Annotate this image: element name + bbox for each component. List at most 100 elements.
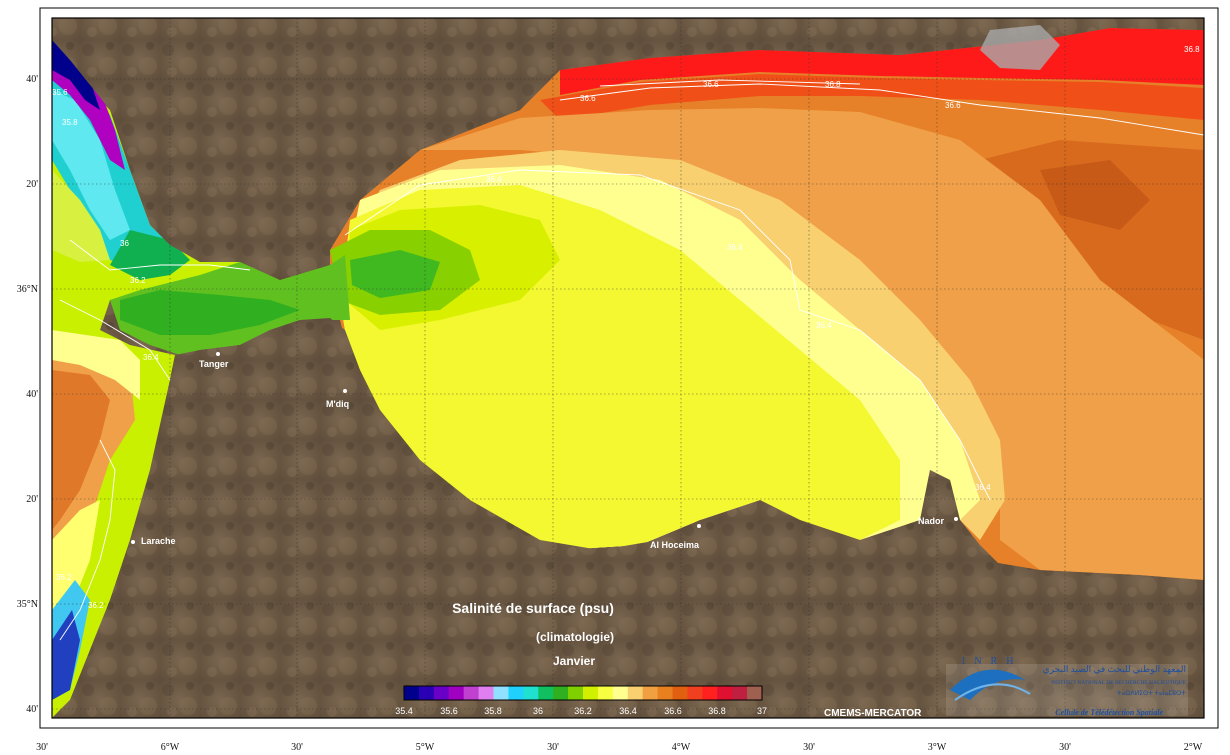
isoline-label: 36.4: [975, 483, 991, 492]
colorbar-tick: 35.4: [395, 706, 413, 716]
city-label-nador: Nador: [918, 516, 945, 526]
colorbar-tick: 36.8: [708, 706, 726, 716]
colorbar-swatch: [404, 686, 420, 700]
isoline-label: 35.8: [62, 118, 78, 127]
colorbar-swatch: [702, 686, 718, 700]
colorbar-swatch: [433, 686, 450, 700]
isoline-label: 36.8: [825, 80, 841, 89]
lat-label: 20': [26, 179, 38, 190]
lon-label: 30': [803, 742, 815, 753]
colorbar-tick: 36: [533, 706, 543, 716]
logo-acronym: INRH: [962, 656, 1022, 667]
isoline-label: 36.4: [143, 353, 159, 362]
lon-label: 5°W: [416, 742, 435, 753]
colorbar-tick: 35.8: [484, 706, 502, 716]
colorbar-tick: 36.6: [664, 706, 682, 716]
isoline-label: 36.2: [56, 573, 72, 582]
colorbar-swatch: [732, 686, 748, 700]
isoline-label: 36.2: [130, 276, 146, 285]
city-marker-nador: [954, 517, 958, 521]
atlantic-ocean: [52, 30, 240, 718]
colorbar-swatch: [508, 686, 524, 700]
lat-label: 35°N: [17, 599, 38, 610]
colorbar-swatch: [747, 686, 763, 700]
isoline-label: 36.4: [727, 243, 743, 252]
inrh-logo: INRH المعهد الوطني للبحث في الصيد البحري…: [946, 656, 1188, 717]
lon-label: 2°W: [1184, 742, 1203, 753]
city-marker-al-hoceima: [697, 524, 701, 528]
logo-tifinagh-name: ⵜⴰⵙⴷⵍⵉⵙⵜ ⵜⴰⵏⴰⵎⵓⵔⵜ: [1117, 691, 1187, 697]
colorbar-swatch: [657, 686, 673, 700]
map-month: Janvier: [553, 654, 595, 668]
city-marker-tanger: [216, 352, 220, 356]
isoline-label: 36.6: [703, 80, 719, 89]
lat-label: 36°N: [17, 284, 38, 295]
lon-label: 4°W: [672, 742, 691, 753]
isoline-label: 36.6: [945, 101, 961, 110]
city-marker-larache: [131, 540, 135, 544]
map-title: Salinité de surface (psu): [452, 600, 614, 616]
map-inner-frame: [51, 17, 1205, 719]
isoline-label: 36.4: [816, 321, 832, 330]
colorbar-swatch: [642, 686, 659, 700]
city-label-mdiq: M'diq: [326, 399, 349, 409]
lon-label: 3°W: [928, 742, 947, 753]
city-marker-mdiq: [343, 389, 347, 393]
colorbar-swatch: [627, 686, 644, 700]
city-label-tanger: Tanger: [199, 359, 229, 369]
isolines: [59, 79, 1205, 641]
colorbar-swatch: [612, 686, 629, 700]
colorbar-tick: 36.2: [574, 706, 592, 716]
graticule: [52, 18, 1204, 718]
alboran-sea: [330, 28, 1204, 580]
colorbar-tick: 35.6: [440, 706, 458, 716]
colorbar-swatch: [523, 686, 539, 700]
colorbar-tick: 37: [757, 706, 767, 716]
logo-institute-name: INSTITUT NATIONAL DE RECHERCHE HALIEUTIQ…: [1051, 680, 1186, 686]
logo-unit-name: Cellule de Télédétection Spatiale: [1055, 708, 1163, 717]
latitude-labels: 40' 20' 36°N 40' 20' 35°N 40': [17, 74, 38, 715]
colorbar-swatch: [687, 686, 703, 700]
logo-arabic-name: المعهد الوطني للبحث في الصيد البحري: [1043, 664, 1186, 675]
longitude-labels: 30' 6°W 30' 5°W 30' 4°W 30' 3°W 30' 2°W: [36, 742, 1203, 753]
lat-label: 40': [26, 74, 38, 85]
colorbar-swatch: [597, 686, 614, 700]
isoline-label: 36.2: [88, 601, 104, 610]
isoline-label: 36.6: [580, 94, 596, 103]
lat-label: 40': [26, 389, 38, 400]
colorbar-swatch: [418, 686, 435, 700]
isoline-label: 36: [120, 239, 129, 248]
morocco-land: [52, 318, 1204, 718]
colorbar-swatches: [404, 686, 763, 700]
colorbar-swatch: [553, 686, 569, 700]
lat-label: 40': [26, 704, 38, 715]
lon-label: 30': [291, 742, 303, 753]
colorbar-swatch: [672, 686, 688, 700]
colorbar-swatch: [568, 686, 584, 700]
colorbar-swatch: [448, 686, 465, 700]
map-title-block: Salinité de surface (psu) (climatologie)…: [452, 600, 614, 668]
isoline-labels: 36.2 36.2 36.4 36.4 36.6 36.6 36.6 36.8 …: [52, 45, 1200, 610]
lon-label: 6°W: [161, 742, 180, 753]
isoline-label: 36.4: [486, 175, 502, 184]
isoline-label: 35.6: [52, 88, 68, 97]
cities: Tanger M'diq Larache Al Hoceima Nador: [131, 352, 958, 550]
lon-label: 30': [36, 742, 48, 753]
lon-label: 30': [1059, 742, 1071, 753]
colorbar-border: [403, 685, 763, 701]
map-subtitle: (climatologie): [536, 630, 614, 644]
colorbar-swatch: [463, 686, 480, 700]
lon-label: 30': [547, 742, 559, 753]
city-label-al-hoceima: Al Hoceima: [650, 540, 700, 550]
colorbar-swatch: [478, 686, 494, 700]
colorbar-swatch: [493, 686, 509, 700]
colorbar-swatch: [583, 686, 599, 700]
colorbar-swatch: [538, 686, 554, 700]
spain-land: [52, 18, 1204, 280]
city-label-larache: Larache: [141, 536, 176, 546]
colorbar-tick: 36.4: [619, 706, 637, 716]
colorbar-swatch: [717, 686, 733, 700]
isoline-label: 36.8: [1184, 45, 1200, 54]
data-source-label: CMEMS-MERCATOR: [824, 708, 922, 719]
